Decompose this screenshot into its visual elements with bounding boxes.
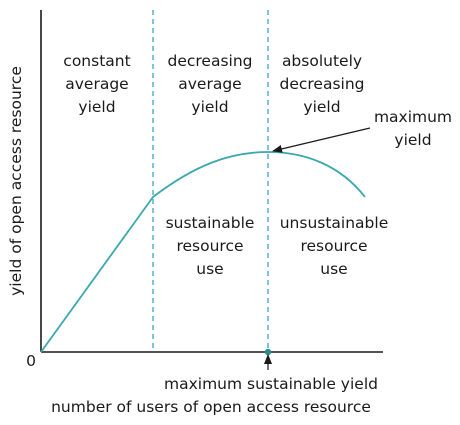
y-axis-label: yield of open access resource (7, 66, 25, 296)
region-label-decreasing: decreasing average yield (167, 52, 252, 116)
region-label-line: average (65, 75, 128, 93)
region-label-line: yield (191, 98, 228, 116)
region-label-line: constant (63, 52, 130, 70)
use-label-line: resource (176, 237, 243, 255)
use-label-line: unsustainable (280, 214, 389, 232)
x-axis-label: number of users of open access resource (51, 398, 371, 416)
region-label-line: absolutely (282, 52, 362, 70)
region-label-line: yield (303, 98, 340, 116)
use-label-line: use (196, 260, 223, 278)
region-label-line: yield (78, 98, 115, 116)
max-yield-annotation: maximum yield (272, 108, 452, 153)
max-yield-arrow (272, 127, 371, 153)
region-label-constant: constant average yield (63, 52, 130, 116)
region-label-line: decreasing (167, 52, 252, 70)
region-label-absolutely-decreasing: absolutely decreasing yield (279, 52, 364, 116)
use-label-line: sustainable (166, 214, 255, 232)
region-label-line: decreasing (279, 75, 364, 93)
region-label-line: average (178, 75, 241, 93)
max-sustainable-yield-point (264, 348, 272, 356)
use-label-line: use (320, 260, 347, 278)
origin-label: 0 (26, 352, 36, 370)
yield-curve (40, 151, 366, 353)
sustainable-use-label: sustainable resource use (166, 214, 255, 278)
max-yield-label-line: yield (394, 131, 431, 149)
max-yield-label-line: maximum (374, 108, 452, 126)
use-label-line: resource (300, 237, 367, 255)
unsustainable-use-label: unsustainable resource use (280, 214, 389, 278)
max-sustainable-yield-label: maximum sustainable yield (164, 375, 378, 393)
